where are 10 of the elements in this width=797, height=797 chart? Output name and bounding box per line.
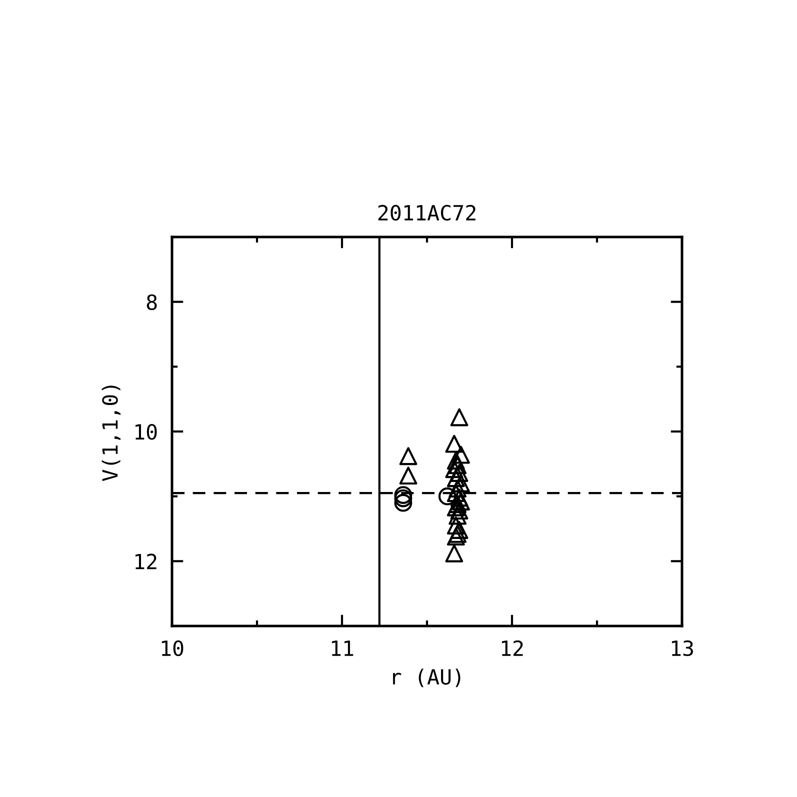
x-tick-label: 12 xyxy=(502,640,523,656)
y-tick-label: 12 xyxy=(136,554,156,570)
x-tick-label: 11 xyxy=(332,640,354,656)
y-tick-label: 8 xyxy=(146,294,157,310)
chart-title: 2011AC72 xyxy=(378,204,476,221)
y-tick-label: 10 xyxy=(136,424,157,440)
x-tick-label: 13 xyxy=(672,640,693,656)
x-axis-title: r (AU) xyxy=(393,668,460,688)
x-tick-label: 10 xyxy=(162,640,184,656)
y-axis-title: V(1,1,0) xyxy=(102,386,121,482)
